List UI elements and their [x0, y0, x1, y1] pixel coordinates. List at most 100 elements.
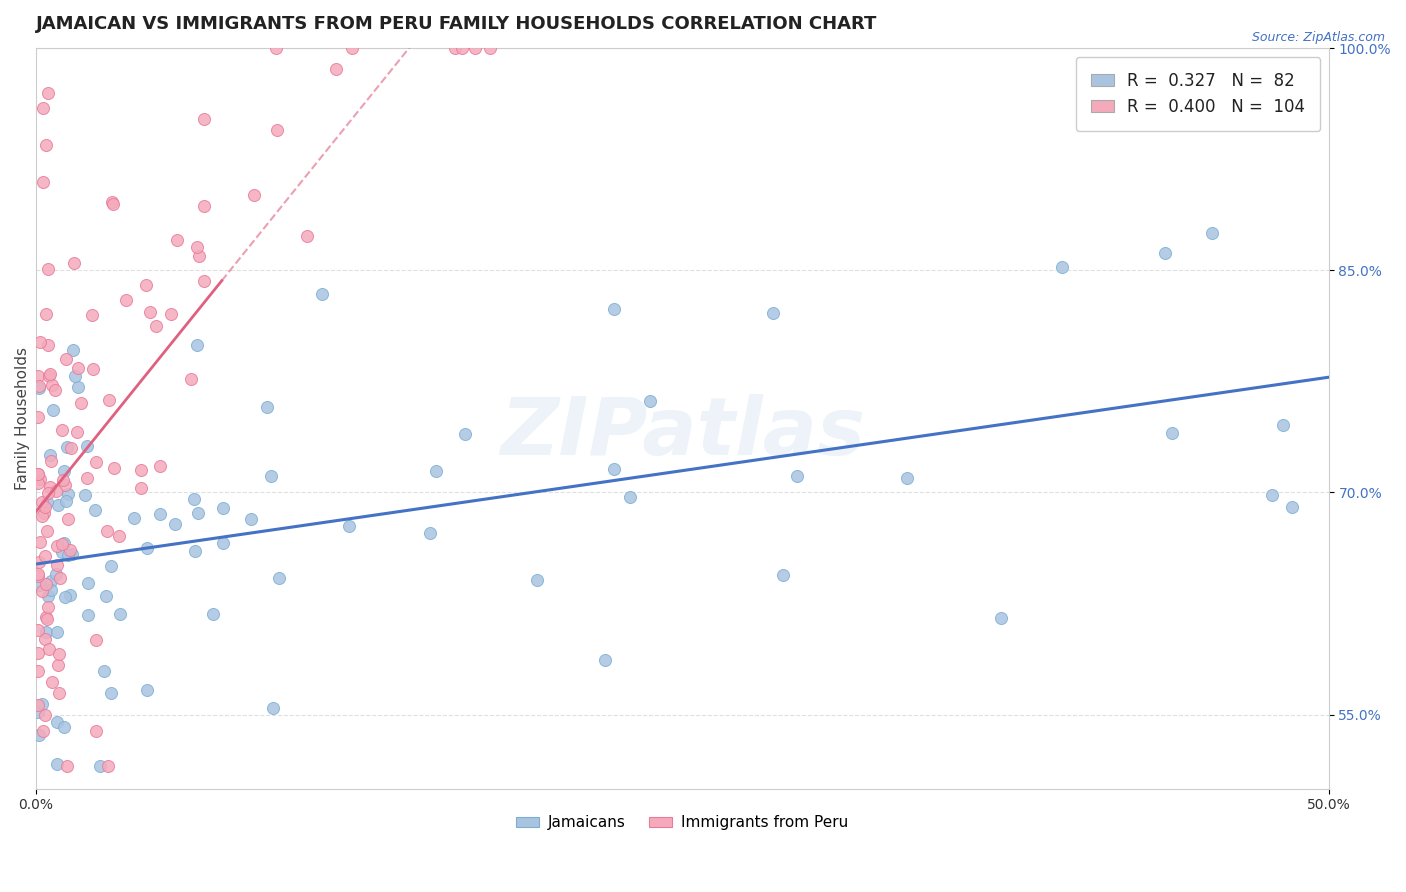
Point	[28, 578, 51, 592]
Point	[52, 464, 75, 478]
Point	[67, 380, 90, 394]
Point	[53, 477, 76, 491]
Point	[56, 440, 79, 454]
Point	[149, 508, 172, 522]
Point	[28, 728, 51, 742]
Point	[77, 607, 100, 622]
Point	[59, 542, 82, 557]
Point	[27, 623, 49, 637]
Point	[183, 543, 205, 558]
Point	[32, 506, 55, 520]
Point	[211, 501, 233, 516]
Point	[35, 137, 58, 152]
Point	[31, 584, 53, 599]
Point	[49, 571, 72, 585]
Point	[262, 701, 284, 715]
Point	[27, 467, 49, 482]
Point	[101, 197, 124, 211]
Point	[135, 278, 157, 293]
Point	[602, 301, 624, 316]
Point	[51, 536, 73, 550]
Point	[419, 526, 441, 541]
Point	[31, 697, 53, 711]
Point	[56, 548, 79, 562]
Point	[166, 233, 188, 247]
Legend: Jamaicans, Immigrants from Peru: Jamaicans, Immigrants from Peru	[510, 809, 855, 837]
Point	[60, 441, 83, 455]
Point	[266, 123, 288, 137]
Point	[56, 511, 79, 525]
Text: JAMAICAN VS IMMIGRANTS FROM PERU FAMILY HOUSEHOLDS CORRELATION CHART: JAMAICAN VS IMMIGRANTS FROM PERU FAMILY …	[35, 15, 877, 33]
Point	[55, 759, 77, 773]
Point	[260, 469, 283, 483]
Point	[38, 368, 60, 382]
Point	[786, 469, 808, 483]
Point	[136, 541, 159, 556]
Point	[35, 524, 58, 538]
Point	[51, 423, 73, 437]
Point	[1261, 488, 1284, 502]
Point	[188, 249, 211, 263]
Point	[66, 361, 89, 376]
Point	[94, 590, 117, 604]
Point	[638, 393, 661, 408]
Point	[53, 590, 76, 604]
Point	[187, 506, 209, 520]
Point	[96, 524, 118, 538]
Point	[76, 471, 98, 485]
Point	[103, 461, 125, 475]
Point	[35, 494, 58, 508]
Point	[34, 500, 56, 515]
Point	[32, 724, 55, 739]
Point	[35, 577, 58, 591]
Point	[619, 490, 641, 504]
Point	[37, 338, 59, 352]
Point	[55, 351, 77, 366]
Point	[44, 384, 66, 398]
Point	[267, 572, 290, 586]
Point	[45, 756, 67, 771]
Point	[454, 427, 477, 442]
Point	[41, 675, 63, 690]
Point	[27, 475, 49, 490]
Point	[772, 568, 794, 582]
Point	[37, 261, 59, 276]
Point	[52, 474, 75, 488]
Point	[34, 708, 56, 723]
Y-axis label: Family Households: Family Households	[15, 347, 30, 490]
Point	[39, 583, 62, 598]
Point	[325, 62, 347, 77]
Point	[48, 686, 70, 700]
Point	[34, 632, 56, 646]
Point	[48, 647, 70, 661]
Point	[37, 599, 59, 614]
Point	[122, 511, 145, 525]
Point	[70, 396, 93, 410]
Point	[526, 573, 548, 587]
Point	[28, 379, 51, 393]
Text: ZIPatlas: ZIPatlas	[499, 394, 865, 472]
Point	[443, 41, 465, 55]
Point	[39, 448, 62, 462]
Point	[896, 471, 918, 485]
Point	[97, 392, 120, 407]
Point	[75, 488, 97, 502]
Point	[27, 665, 49, 679]
Text: Source: ZipAtlas.com: Source: ZipAtlas.com	[1251, 31, 1385, 45]
Point	[37, 86, 59, 100]
Point	[35, 625, 58, 640]
Point	[63, 368, 86, 383]
Point	[243, 187, 266, 202]
Point	[39, 454, 62, 468]
Point	[28, 555, 51, 569]
Point	[193, 274, 215, 288]
Point	[202, 607, 225, 621]
Point	[149, 459, 172, 474]
Point	[1281, 500, 1303, 514]
Point	[52, 536, 75, 550]
Point	[990, 611, 1012, 625]
Point	[180, 372, 202, 386]
Point	[129, 481, 152, 495]
Point	[37, 369, 59, 384]
Point	[37, 486, 59, 500]
